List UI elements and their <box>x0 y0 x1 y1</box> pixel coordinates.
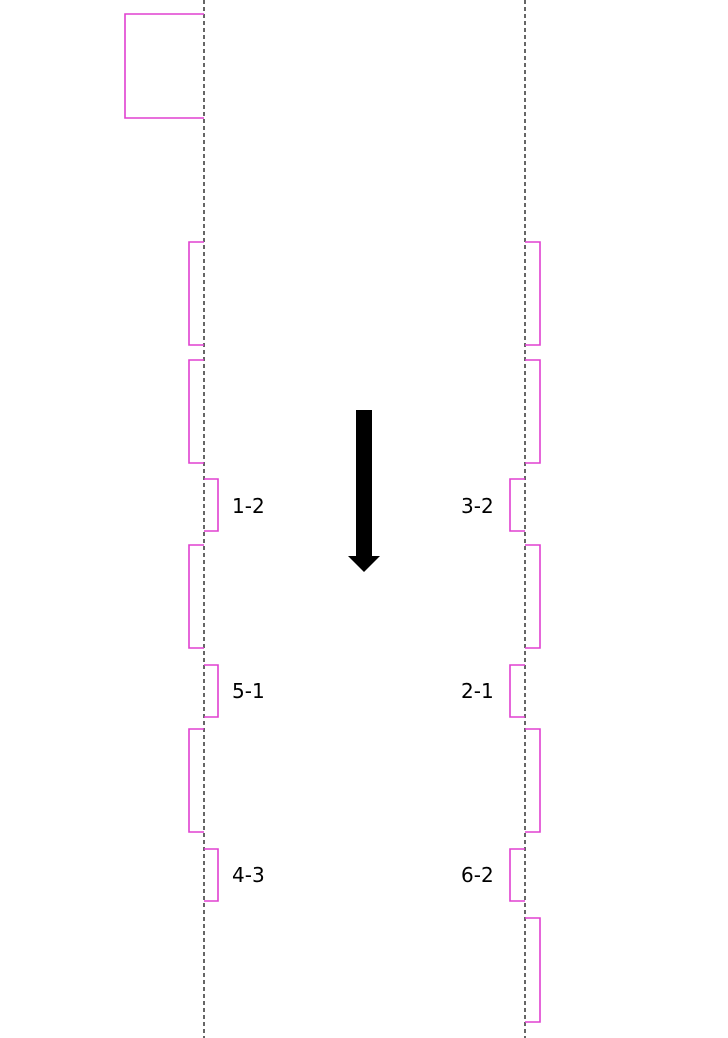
arrow-down-icon <box>348 410 380 572</box>
right-slot-label: 6-2 <box>461 863 494 887</box>
left-slot-3 <box>204 848 219 902</box>
left-slot-1 <box>204 478 219 532</box>
right-slot-1 <box>509 478 525 532</box>
right-bay-4 <box>525 728 541 833</box>
right-bay-3 <box>525 544 541 649</box>
left-bay-1 <box>188 241 204 346</box>
left-bay-4 <box>188 728 204 833</box>
right-slot-2 <box>509 664 525 718</box>
left-bay-2 <box>188 359 204 464</box>
right-bay-2 <box>525 359 541 464</box>
right-bay-1 <box>525 241 541 346</box>
left-slot-label: 1-2 <box>232 494 265 518</box>
left-slot-label: 4-3 <box>232 863 265 887</box>
right-slot-3 <box>509 848 525 902</box>
left-bay-3 <box>188 544 204 649</box>
right-slot-label: 3-2 <box>461 494 494 518</box>
left-large-bay <box>124 13 204 119</box>
right-bay-5 <box>525 917 541 1023</box>
left-slot-2 <box>204 664 219 718</box>
left-slot-label: 5-1 <box>232 679 265 703</box>
right-slot-label: 2-1 <box>461 679 494 703</box>
